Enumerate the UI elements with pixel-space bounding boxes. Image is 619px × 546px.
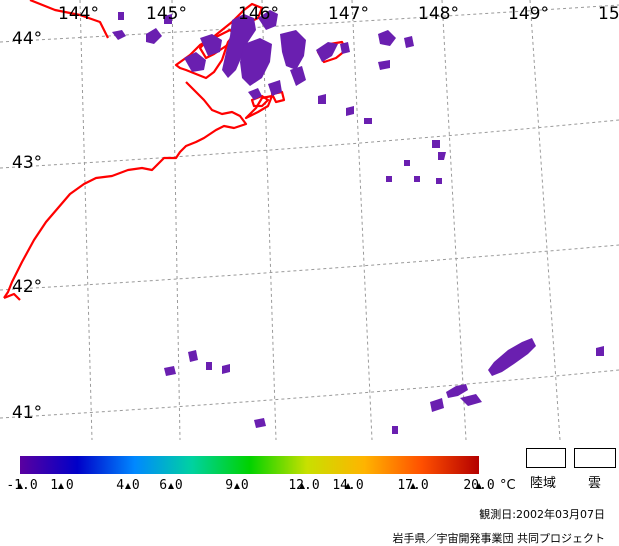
legend-tick-label: 6.0 [159, 478, 183, 493]
tick-marker [476, 483, 482, 489]
cloud-cell [318, 94, 326, 104]
cloud-cell [404, 36, 414, 48]
tick-marker [234, 483, 240, 489]
cloud-cell [488, 338, 536, 376]
cloud-cell [378, 30, 396, 46]
cloud-cell [280, 30, 306, 70]
latitude-labels: 44° 43° 42° 41° [12, 29, 42, 423]
temperature-map: 144° 145° 146° 147° 148° 149° 15 44° 43°… [0, 0, 619, 440]
lon-label-146: 146° [238, 4, 279, 24]
cloud-label: 雲 [588, 476, 602, 491]
cloud-cell [438, 152, 446, 160]
cloud-cell [346, 106, 354, 116]
legend-tick-label: 20.0 [463, 478, 495, 493]
meridian-147 [351, 0, 373, 440]
lat-label-43: 43° [12, 153, 42, 173]
legend-tick-label: -1.0 [6, 478, 38, 493]
color-scale-bar [20, 456, 479, 474]
tick-marker [299, 483, 305, 489]
cloud-cell [316, 42, 338, 62]
cloud-cell [146, 28, 162, 44]
lon-label-144: 144° [58, 4, 99, 24]
cloud-cell [446, 384, 468, 398]
parallel-42 [0, 244, 619, 291]
cloud-cell [254, 418, 266, 428]
lon-label-147: 147° [328, 4, 369, 24]
meridian-144 [79, 0, 93, 440]
cloud-cell [222, 14, 256, 78]
cloud-cell [206, 362, 212, 370]
meridian-145 [171, 0, 181, 440]
legend-tick-label: 17.0 [397, 478, 429, 493]
parallel-44 [0, 4, 619, 43]
cloud-cell [268, 80, 282, 96]
nemuro-coast [3, 81, 248, 299]
meridian-149 [529, 0, 561, 440]
tick-marker [17, 483, 23, 489]
tick-triangles [17, 483, 482, 489]
legend-tick-marks [0, 474, 619, 489]
cloud-cell [290, 66, 306, 86]
cloud-cell [392, 426, 398, 434]
cloud-cell [596, 346, 604, 356]
cloud-cell [386, 176, 392, 182]
tick-marker [345, 483, 351, 489]
lon-label-145: 145° [146, 4, 187, 24]
legend-tick-label: 14.0 [332, 478, 364, 493]
parallel-43 [0, 119, 619, 169]
cloud-cell [248, 88, 262, 100]
parallel-41 [0, 369, 619, 419]
cloud-cell [222, 364, 230, 374]
legend-tick-label: 12.0 [288, 478, 320, 493]
cloud-cell [240, 38, 272, 86]
land-swatch [526, 448, 566, 468]
cloud-cell [164, 366, 176, 376]
cloud-cell [378, 60, 390, 70]
meridian-148 [441, 0, 467, 440]
cloud-cell [200, 34, 222, 56]
lon-label-149: 149° [508, 4, 549, 24]
hokkaido-north-coast [29, 0, 109, 39]
graticule [0, 0, 619, 440]
cloud-cell [184, 52, 206, 72]
cloud-cell [118, 12, 124, 20]
cloud-cell [164, 14, 172, 24]
cloud-swatch [574, 448, 616, 468]
lat-label-42: 42° [12, 277, 42, 297]
legend-unit: °C [500, 478, 516, 493]
credit-line: 岩手県／宇宙開発事業団 共同プロジェクト [392, 532, 606, 545]
legend-tick-label: 4.0 [116, 478, 140, 493]
cloud-cell [414, 176, 420, 182]
legend-tick-label: 9.0 [225, 478, 249, 493]
cloud-cell [188, 350, 198, 362]
lon-label-148: 148° [418, 4, 459, 24]
cloud-cell [112, 30, 126, 40]
observation-date: 観測日:2002年03月07日 [479, 508, 605, 521]
tick-marker [58, 483, 64, 489]
lat-label-44: 44° [12, 29, 42, 49]
legend-tick-label: 1.0 [50, 478, 74, 493]
cloud-cell [258, 10, 278, 30]
tick-marker [125, 483, 131, 489]
cloud-cell [436, 178, 442, 184]
meridian-146 [261, 0, 277, 440]
longitude-labels: 144° 145° 146° 147° 148° 149° 15 [58, 4, 619, 24]
land-label: 陸域 [530, 476, 557, 491]
cloud-cell [404, 160, 410, 166]
cloud-cell [430, 398, 444, 412]
lon-label-150: 15 [598, 4, 619, 24]
tick-marker [410, 483, 416, 489]
left-edge-coast [3, 292, 21, 301]
cloud-cell [460, 394, 482, 406]
lat-label-41: 41° [12, 403, 42, 423]
cloud-cell [340, 42, 350, 54]
cloud-cell [432, 140, 440, 148]
cloud-cell [364, 118, 372, 124]
tick-marker [168, 483, 174, 489]
cloud-cells [112, 10, 604, 434]
